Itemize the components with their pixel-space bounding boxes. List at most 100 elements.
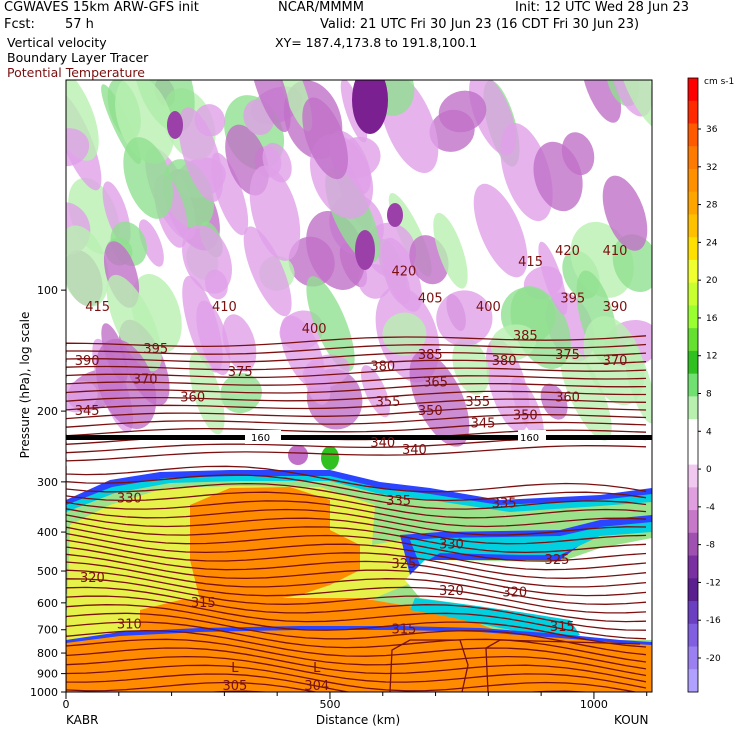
colorbar-cell <box>688 350 698 375</box>
init-time: Init: 12 UTC Wed 28 Jun 23 <box>515 0 690 15</box>
isentrope-label: 325 <box>391 557 416 572</box>
colorbar-cell <box>688 669 698 693</box>
velocity-cell <box>220 373 262 414</box>
isentrope-closed <box>389 639 641 692</box>
colorbar-cell <box>688 373 698 397</box>
isentrope-label: 345 <box>75 404 100 419</box>
isentrope-label: 360 <box>180 390 205 405</box>
colorbar-cell <box>688 282 698 306</box>
colorbar-cell <box>688 487 698 511</box>
colorbar-label: -4 <box>706 503 715 513</box>
isentrope <box>66 569 647 614</box>
velocity-cell <box>617 80 652 133</box>
colorbar-label: 4 <box>706 427 712 437</box>
vertical-velocity-field <box>66 80 652 550</box>
colorbar-label: 24 <box>706 238 718 248</box>
isentrope-label: 315 <box>391 623 416 638</box>
velocity-cell <box>66 128 90 167</box>
tropopause-label: 160 <box>251 433 270 444</box>
isentrope <box>66 595 647 640</box>
isentrope-label: 380 <box>370 360 395 375</box>
velocity-core <box>288 445 308 465</box>
y-tick-label: 600 <box>37 597 58 610</box>
colorbar-label: 36 <box>706 125 718 135</box>
isentrope <box>66 539 647 579</box>
y-axis: 1000 900 800 700 600 500 400 300 200 100 <box>30 284 66 699</box>
velocity-cell <box>243 226 292 317</box>
y-tick-label: 200 <box>37 405 58 418</box>
velocity-core <box>387 203 403 227</box>
isentrope <box>66 375 647 386</box>
field-vertical-velocity: Vertical velocity <box>7 35 107 50</box>
clear-air-pocket <box>405 538 652 640</box>
isentrope-label: 420 <box>391 265 416 280</box>
colorbar-unit: cm s-1 <box>704 77 734 87</box>
isentrope-label: 405 <box>418 292 443 307</box>
colorbar-cell <box>688 532 698 557</box>
x-axis: 0 500 1000 <box>63 692 648 711</box>
isentrope <box>66 390 646 402</box>
tracer-region-orange-upper <box>190 487 360 600</box>
velocity-cell <box>249 80 291 133</box>
velocity-cell <box>178 107 223 202</box>
plot-frame <box>65 79 653 693</box>
isentrope <box>66 414 647 428</box>
velocity-cell <box>561 132 595 176</box>
start-station-label: KABR <box>66 713 98 727</box>
isentrope <box>66 482 647 510</box>
velocity-cell <box>612 234 652 293</box>
isentrope <box>66 343 647 355</box>
colorbar-label: -20 <box>706 654 721 664</box>
isentrope <box>66 681 319 692</box>
isentrope-label: 355 <box>376 395 401 410</box>
velocity-core <box>321 446 339 470</box>
isentrope-label: 390 <box>75 354 100 369</box>
isentrope-label: 420 <box>555 244 580 259</box>
colorbar-cell <box>688 78 698 102</box>
isentrope-label: 310 <box>117 618 142 633</box>
isentrope-label: 315 <box>550 620 575 635</box>
isentrope-label: 325 <box>545 553 570 568</box>
isentrope-label: 385 <box>513 329 538 344</box>
isentrope <box>66 621 647 663</box>
isentrope <box>66 655 647 689</box>
colorbar-cell <box>688 168 698 193</box>
isentrope <box>66 578 647 623</box>
velocity-cell <box>222 314 257 372</box>
isentrope <box>66 612 647 656</box>
colorbar-label: 8 <box>706 390 712 400</box>
isentrope <box>66 367 647 379</box>
colorbar-cell <box>688 146 698 170</box>
isentrope <box>66 406 647 420</box>
velocity-core <box>355 230 375 270</box>
model-title: CGWAVES 15km ARW-GFS init <box>4 0 199 15</box>
field-boundary-layer-tracer: Boundary Layer Tracer <box>7 50 149 65</box>
velocity-cell <box>473 183 528 278</box>
tropopause-label-box <box>245 430 281 444</box>
colorbar-cell <box>688 214 698 238</box>
isentrope <box>66 532 647 571</box>
y-tick-label: 700 <box>37 624 58 637</box>
colorbar-label: 12 <box>706 352 717 362</box>
velocity-cell <box>409 351 470 447</box>
isentrope-label: 370 <box>133 373 158 388</box>
velocity-cell <box>123 137 173 219</box>
isentrope <box>66 351 647 363</box>
isentrope-label: 355 <box>465 395 490 410</box>
velocity-cell <box>204 269 228 300</box>
tracer-cyan-band <box>410 598 580 640</box>
x-tick-label: 500 <box>319 698 340 711</box>
low-marker: L <box>313 661 321 676</box>
velocity-cell <box>360 365 390 418</box>
isentrope-label: 390 <box>603 300 628 315</box>
colorbar-label: 16 <box>706 314 718 324</box>
isentrope <box>66 474 647 502</box>
isentrope <box>66 647 647 683</box>
colorbar-cell <box>688 328 698 352</box>
org-label: NCAR/MMMM <box>278 0 364 15</box>
colorbar: 36 32 28 24 20 16 12 8 4 0 -4 -8 -12 -16 -20 <box>687 77 721 693</box>
colorbar-label: 28 <box>706 201 718 211</box>
isentrope <box>66 465 647 493</box>
forecast-label: Fcst: <box>4 17 35 32</box>
y-tick-label: 500 <box>37 565 58 578</box>
